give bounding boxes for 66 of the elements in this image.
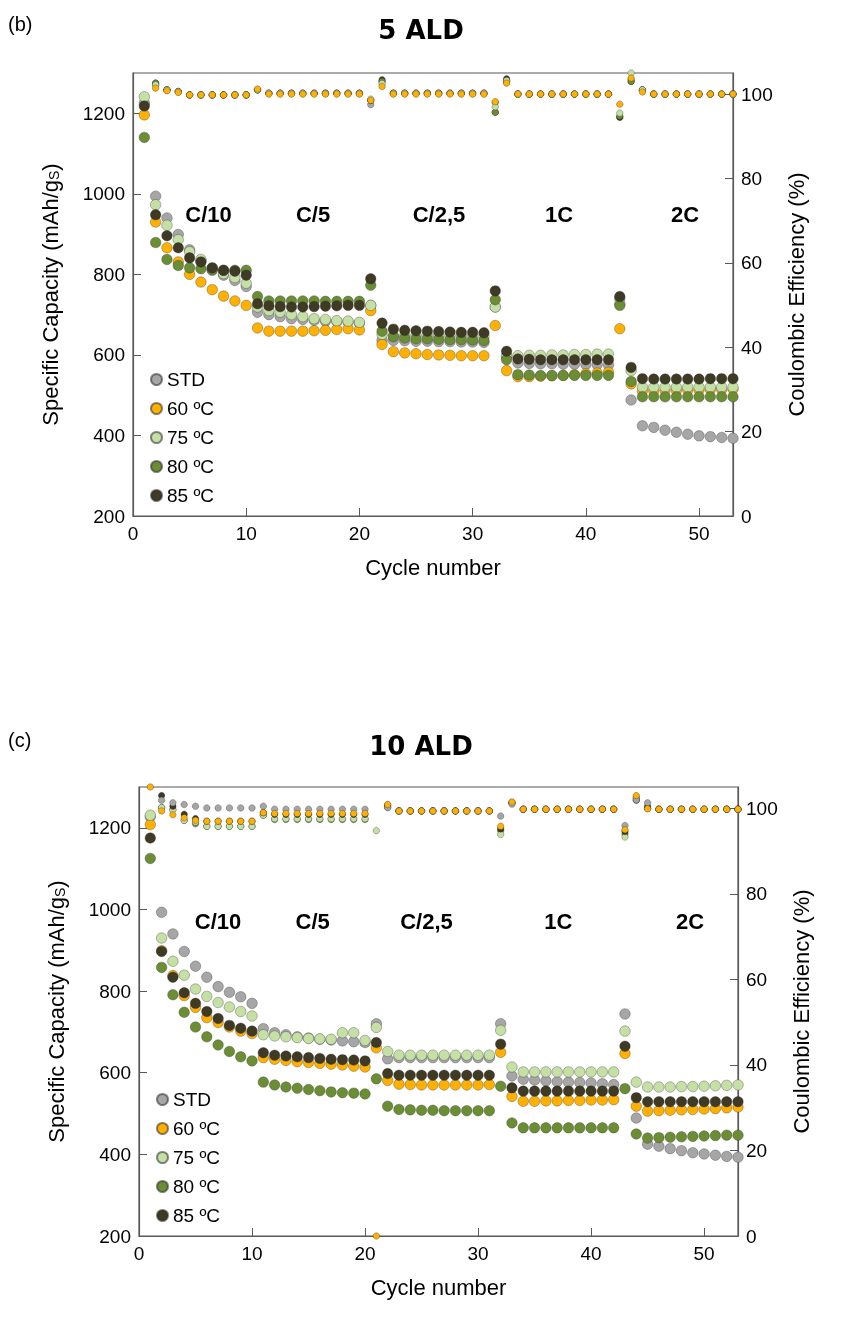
- y2-axis-title: Coulombic Efficiency (%): [788, 889, 814, 1134]
- y-tick-label: 600: [99, 1062, 131, 1084]
- annotation: C/2,5: [412, 202, 466, 228]
- y2-tick-label: 0: [741, 505, 752, 527]
- y2-axis-title: Coulombic Efficiency (%): [783, 172, 809, 417]
- annotation: 1C: [544, 909, 573, 935]
- y2-tick-label: 60: [746, 968, 768, 990]
- x-tick-label: 10: [235, 523, 257, 544]
- y-tick-label: 400: [93, 424, 125, 446]
- chart-title: 10 ALD: [369, 731, 473, 761]
- y2-tick-label: 100: [746, 797, 778, 819]
- legend-label: 60 ºC: [167, 398, 215, 419]
- annotation: 2C: [676, 909, 705, 935]
- annotation: C/10: [194, 909, 242, 935]
- chart-title: 5 ALD: [378, 15, 464, 45]
- x-tick-label: 40: [575, 523, 597, 544]
- annotation: 2C: [670, 202, 700, 228]
- legend-label: STD: [173, 1089, 211, 1110]
- y-tick-label: 600: [93, 344, 125, 366]
- y-tick-label: 1200: [82, 102, 125, 124]
- y2-tick-label: 0: [746, 1225, 757, 1247]
- y-axis-title: Specific Capacity (mAh/gS): [37, 163, 63, 426]
- y-tick-label: 400: [99, 1143, 131, 1165]
- annotation: 1C: [544, 202, 574, 228]
- text: (b): [8, 13, 33, 35]
- y-tick-label: 1000: [88, 898, 131, 920]
- legend-label: 85 ºC: [167, 485, 215, 506]
- x-tick-label: 10: [241, 1243, 263, 1264]
- y2-tick-label: 40: [746, 1054, 768, 1076]
- x-tick-label: 50: [688, 523, 710, 544]
- y2-tick-label: 60: [741, 252, 763, 274]
- annotation: C/2,5: [400, 909, 453, 935]
- y-axis-title: Specific Capacity (mAh/gS): [43, 880, 69, 1143]
- annotation: C/5: [295, 202, 331, 228]
- legend-label: 75 ºC: [173, 1147, 221, 1168]
- x-tick-label: 50: [693, 1243, 715, 1264]
- annotation: C/10: [185, 202, 232, 228]
- x-tick-label: 30: [467, 1243, 489, 1264]
- y2-tick-label: 80: [741, 167, 763, 189]
- legend-label: 75 ºC: [167, 427, 215, 448]
- x-axis-title: Cycle number: [370, 1274, 507, 1300]
- legend-label: 60 ºC: [173, 1118, 221, 1139]
- x-axis-title: Cycle number: [365, 554, 501, 580]
- text: (c): [8, 729, 32, 751]
- legend-label: 80 ºC: [173, 1176, 221, 1197]
- y2-tick-label: 20: [746, 1139, 768, 1161]
- legend-label: 80 ºC: [167, 456, 215, 477]
- y-tick-label: 800: [99, 980, 131, 1002]
- x-tick-label: 40: [580, 1243, 602, 1264]
- y-tick-label: 200: [93, 505, 125, 527]
- y2-tick-label: 20: [741, 421, 763, 443]
- y-tick-label: 800: [93, 263, 125, 285]
- x-tick-label: 0: [127, 523, 139, 544]
- legend-label: 85 ºC: [173, 1205, 221, 1226]
- y2-tick-label: 80: [746, 883, 768, 905]
- x-tick-label: 30: [462, 523, 484, 544]
- x-tick-label: 0: [133, 1243, 145, 1264]
- y-tick-label: 1000: [82, 183, 125, 205]
- y-tick-label: 1200: [88, 817, 131, 839]
- annotation: C/5: [295, 909, 330, 935]
- legend-label: STD: [167, 369, 205, 390]
- x-tick-label: 20: [348, 523, 370, 544]
- x-tick-label: 20: [354, 1243, 376, 1264]
- y2-tick-label: 40: [741, 336, 763, 358]
- y2-tick-label: 100: [741, 83, 773, 105]
- y-tick-label: 200: [99, 1225, 131, 1247]
